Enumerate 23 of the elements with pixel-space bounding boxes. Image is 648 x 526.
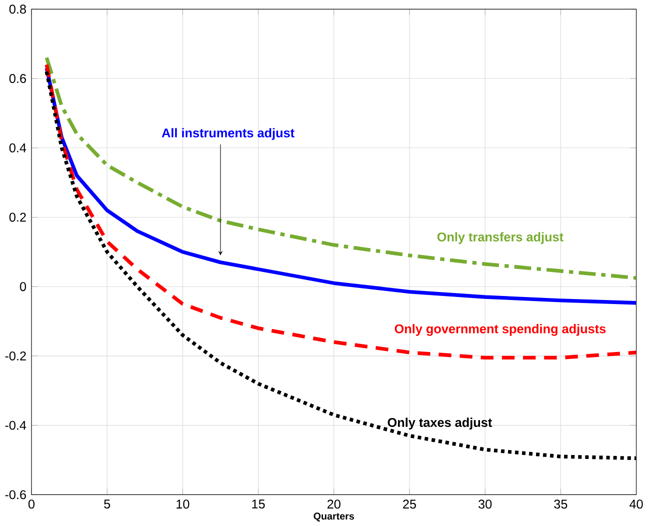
x-tick-label: 40	[630, 500, 643, 509]
x-tick-label: 0	[28, 500, 35, 509]
y-tick-label: 0.4	[9, 143, 26, 152]
x-tick-label: 35	[554, 500, 568, 509]
x-tick-label: 5	[104, 500, 110, 508]
line-series	[44, 62, 636, 360]
y-tick-label: -0.4	[5, 420, 26, 430]
series-label: Only government spending adjusts	[394, 324, 606, 336]
x-axis-title: Quarters	[314, 512, 354, 522]
y-tick-label: 0.6	[9, 74, 26, 83]
y-tick-label: 0.2	[9, 212, 26, 222]
y-tick-label: 0.8	[9, 4, 26, 14]
x-tick-label: 25	[403, 500, 416, 509]
y-tick-label: -0.2	[5, 351, 26, 360]
text: All instruments adjust	[162, 128, 294, 140]
x-tick-label: 30	[478, 500, 492, 509]
series-label: Only transfers adjust	[437, 232, 564, 244]
series-label: Only taxes adjust	[388, 418, 492, 430]
x-tick-label: 10	[176, 500, 190, 509]
y-tick-label: 0	[20, 282, 26, 292]
x-tick-label: 15	[252, 500, 265, 508]
y-tick-label: -0.6	[5, 490, 26, 500]
x-tick-label: 20	[327, 500, 340, 509]
